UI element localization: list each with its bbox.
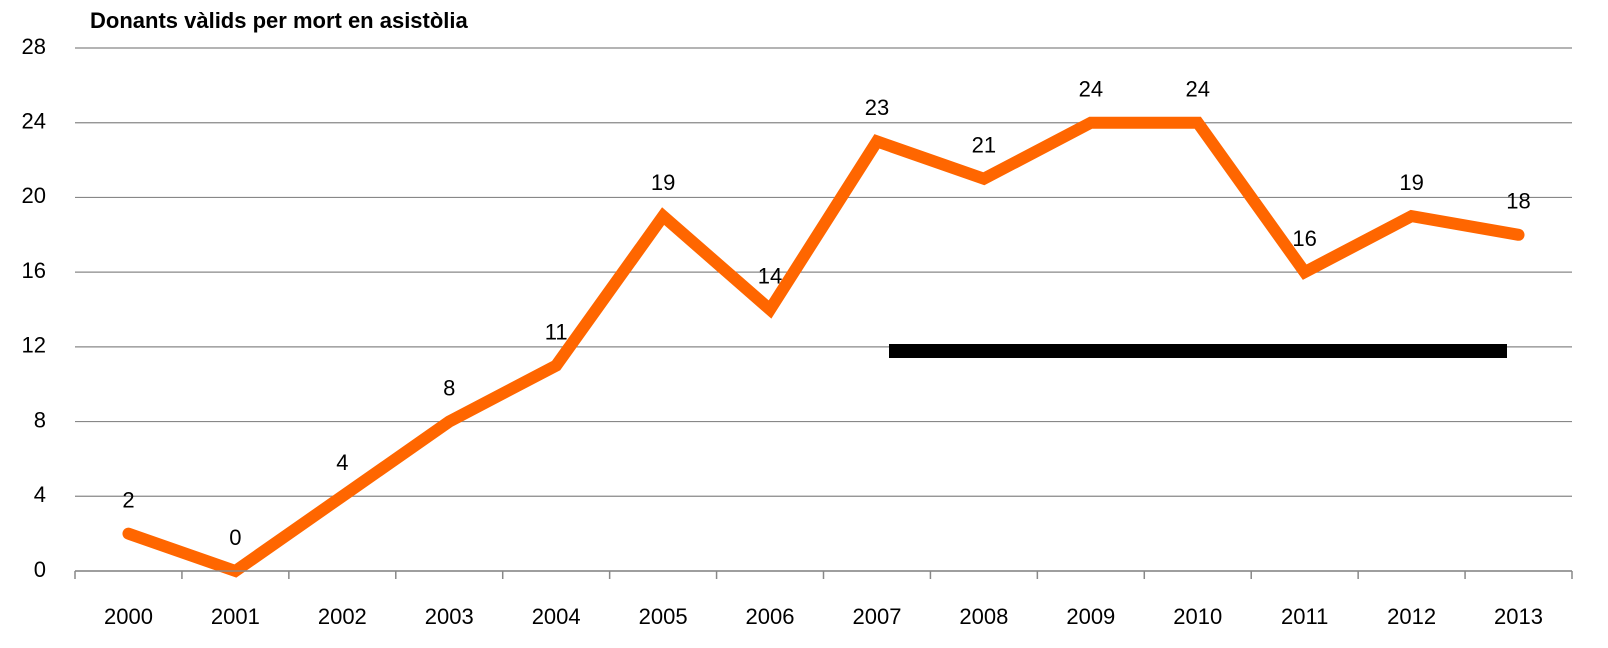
data-label: 4 — [336, 450, 348, 475]
y-tick-label: 16 — [22, 258, 46, 283]
bar-annotation — [889, 344, 1507, 358]
y-tick-label: 8 — [34, 407, 46, 432]
data-label: 24 — [1079, 77, 1103, 102]
data-label: 16 — [1292, 226, 1316, 251]
x-tick-label: 2013 — [1494, 604, 1543, 629]
data-label: 2 — [122, 487, 134, 512]
data-label: 8 — [443, 375, 455, 400]
x-tick-label: 2001 — [211, 604, 260, 629]
x-tick-label: 2011 — [1281, 604, 1328, 629]
y-tick-label: 20 — [22, 183, 46, 208]
data-label: 24 — [1186, 77, 1210, 102]
x-tick-label: 2006 — [746, 604, 795, 629]
y-tick-label: 0 — [34, 557, 46, 582]
x-tick-label: 2010 — [1173, 604, 1222, 629]
data-label: 21 — [972, 133, 996, 158]
y-tick-label: 28 — [22, 34, 46, 59]
x-tick-label: 2012 — [1387, 604, 1436, 629]
data-label: 19 — [651, 170, 675, 195]
data-label: 19 — [1399, 170, 1423, 195]
data-label: 0 — [229, 525, 241, 550]
data-label: 23 — [865, 95, 889, 120]
x-tick-label: 2008 — [959, 604, 1008, 629]
x-tick-label: 2002 — [318, 604, 367, 629]
x-tick-label: 2007 — [852, 604, 901, 629]
x-tick-label: 2009 — [1066, 604, 1115, 629]
x-tick-label: 2000 — [104, 604, 153, 629]
data-label: 14 — [758, 263, 782, 288]
y-tick-label: 4 — [34, 482, 46, 507]
data-label: 11 — [545, 319, 568, 344]
data-label: 18 — [1506, 189, 1530, 214]
y-tick-label: 24 — [22, 109, 46, 134]
x-tick-label: 2004 — [532, 604, 581, 629]
x-tick-label: 2003 — [425, 604, 474, 629]
chart-title: Donants vàlids per mort en asistòlia — [90, 8, 469, 33]
x-tick-label: 2005 — [639, 604, 688, 629]
line — [122, 116, 1525, 578]
y-tick-label: 12 — [22, 333, 46, 358]
